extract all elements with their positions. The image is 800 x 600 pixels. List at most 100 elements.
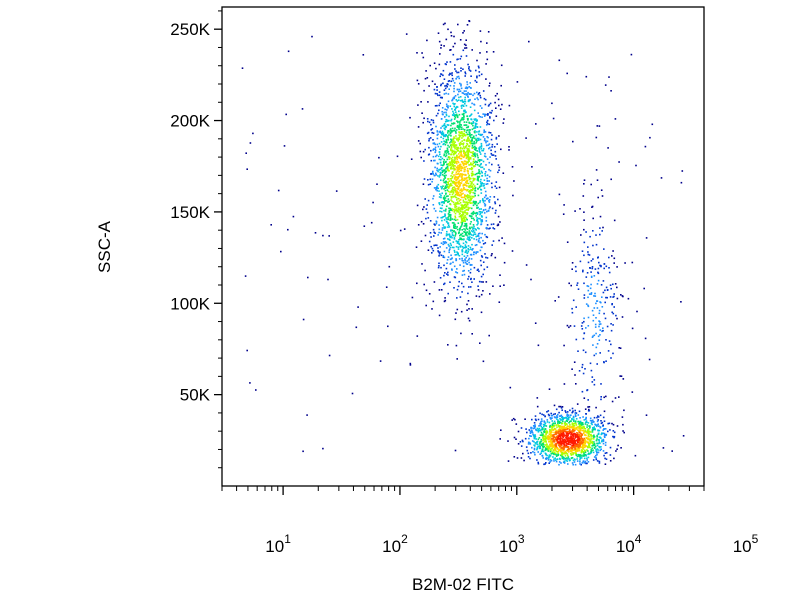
event-dot — [443, 283, 445, 286]
event-dot — [562, 425, 564, 428]
event-dot — [454, 212, 457, 215]
event-dot — [462, 192, 464, 195]
event-dot — [457, 93, 459, 96]
event-dot — [563, 442, 565, 444]
event-dot — [451, 181, 454, 183]
event-dot — [454, 205, 456, 207]
event-dot — [579, 431, 581, 434]
event-dot — [572, 463, 574, 466]
event-dot — [564, 422, 566, 424]
event-dot — [499, 108, 502, 110]
event-dot — [457, 138, 460, 141]
event-dot — [532, 427, 535, 430]
event-dot — [552, 413, 555, 416]
event-dot — [486, 121, 488, 123]
event-dot — [579, 441, 581, 444]
event-dot — [457, 193, 459, 196]
event-dot — [451, 257, 453, 259]
event-dot — [471, 147, 474, 149]
event-dot — [551, 428, 553, 430]
event-dot — [553, 460, 555, 462]
event-dot — [588, 452, 590, 455]
event-dot — [561, 433, 563, 436]
event-dot — [568, 443, 570, 445]
event-dot — [583, 452, 585, 454]
event-dot — [459, 296, 462, 298]
event-dot — [465, 249, 468, 252]
event-dot — [563, 427, 566, 429]
event-dot — [488, 168, 490, 171]
event-dot — [498, 104, 500, 107]
event-dot — [429, 183, 432, 185]
event-dot — [466, 129, 468, 132]
event-dot — [460, 67, 462, 69]
event-dot — [443, 162, 445, 164]
event-dot — [584, 442, 587, 445]
event-dot — [436, 185, 438, 188]
event-dot — [569, 438, 571, 440]
event-dot — [533, 437, 536, 440]
event-dot — [468, 177, 471, 179]
event-dot — [576, 440, 579, 443]
event-dot — [599, 442, 601, 445]
event-dot — [503, 118, 505, 120]
event-dot — [529, 432, 532, 434]
event-dot — [537, 428, 540, 431]
event-dot — [587, 289, 590, 292]
event-dot — [477, 164, 479, 166]
event-dot — [607, 430, 609, 433]
event-dot — [573, 442, 576, 445]
event-dot — [475, 172, 478, 175]
event-dot — [583, 431, 585, 433]
event-dot — [464, 220, 466, 222]
event-dot — [462, 217, 464, 220]
event-dot — [440, 83, 443, 86]
event-dot — [573, 461, 576, 463]
event-dot — [457, 192, 460, 195]
event-dot — [610, 357, 612, 359]
event-dot — [454, 114, 456, 116]
event-dot — [445, 125, 448, 128]
event-dot — [571, 426, 574, 429]
event-dot — [561, 442, 564, 444]
event-dot — [546, 457, 548, 459]
event-dot — [547, 413, 550, 416]
event-dot — [528, 437, 530, 440]
event-dot — [562, 417, 564, 419]
event-dot — [432, 228, 435, 231]
event-dot — [458, 90, 460, 93]
event-dot — [439, 168, 442, 171]
event-dot — [551, 438, 553, 441]
event-dot — [481, 166, 484, 169]
event-dot — [583, 228, 585, 231]
event-dot — [596, 420, 599, 423]
event-dot — [569, 420, 571, 423]
event-dot — [558, 59, 561, 62]
event-dot — [566, 414, 568, 417]
event-dot — [465, 217, 468, 220]
event-dot — [584, 460, 587, 463]
event-dot — [544, 463, 546, 465]
event-dot — [524, 437, 527, 440]
event-dot — [592, 449, 594, 451]
event-dot — [558, 427, 561, 429]
event-dot — [488, 143, 491, 145]
event-dot — [425, 70, 427, 72]
event-dot — [453, 140, 455, 142]
event-dot — [536, 427, 539, 430]
event-dot — [454, 254, 457, 256]
event-dot — [497, 198, 499, 201]
event-dot — [458, 96, 460, 99]
event-dot — [561, 431, 563, 434]
event-dot — [570, 420, 572, 422]
event-dot — [430, 159, 433, 162]
event-dot — [409, 362, 412, 365]
event-dot — [458, 258, 461, 260]
event-dot — [463, 228, 465, 230]
event-dot — [465, 188, 467, 191]
event-dot — [455, 203, 457, 206]
event-dot — [491, 244, 493, 246]
event-dot — [589, 267, 592, 269]
event-dot — [495, 107, 497, 109]
event-dot — [467, 148, 469, 151]
